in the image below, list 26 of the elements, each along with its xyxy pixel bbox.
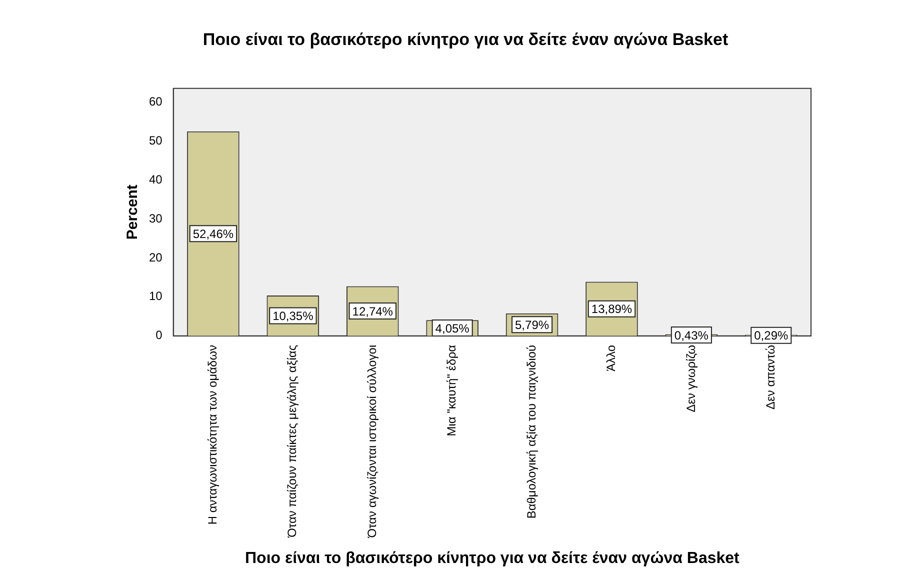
y-tick-label: 50 [148, 133, 163, 148]
data-label: 12,74% [352, 304, 394, 318]
y-axis-title: Percent [124, 184, 142, 240]
y-tick-label: 60 [148, 94, 163, 108]
chart-title: Ποιο είναι το βασικότερο κίνητρο για να δείτε έναν αγώνα Basket [202, 30, 728, 49]
y-tick-label: 20 [148, 250, 163, 264]
x-tick-label: Όταν παίζουν παίκτες μεγάλης αξίας [285, 344, 300, 538]
data-label: 52,46% [192, 226, 234, 241]
data-label: 5,79% [515, 318, 550, 332]
x-tick-label: Δεν γνωρίζω [684, 344, 698, 412]
x-tick-label: Άλλο [604, 344, 618, 372]
x-tick-label: Βαθμολογική αξία του παιχνιδιού [524, 344, 538, 519]
y-tick-label: 0 [156, 328, 163, 342]
y-tick-label: 40 [148, 172, 163, 186]
data-label: 10,35% [272, 309, 314, 324]
x-tick-label: Η ανταγωνιστικότητα των ομάδων [206, 344, 220, 525]
data-label: 4,05% [435, 321, 470, 336]
x-tick-label: Όταν αγωνίζονται ιστορικοί σύλλογοι [364, 344, 379, 539]
x-tick-label: Δεν απαντώ [763, 344, 778, 410]
y-tick-label: 10 [148, 289, 163, 304]
data-label: 0,43% [674, 328, 709, 342]
data-label: 0,29% [754, 328, 788, 343]
y-tick-label: 30 [148, 211, 163, 226]
x-tick-label: Μια "καυτή" έδρα [444, 344, 459, 436]
x-axis-title: Ποιο είναι το βασικότερο κίνητρο για να δείτε έναν αγώνα Basket [244, 550, 740, 567]
data-label: 13,89% [591, 302, 632, 316]
